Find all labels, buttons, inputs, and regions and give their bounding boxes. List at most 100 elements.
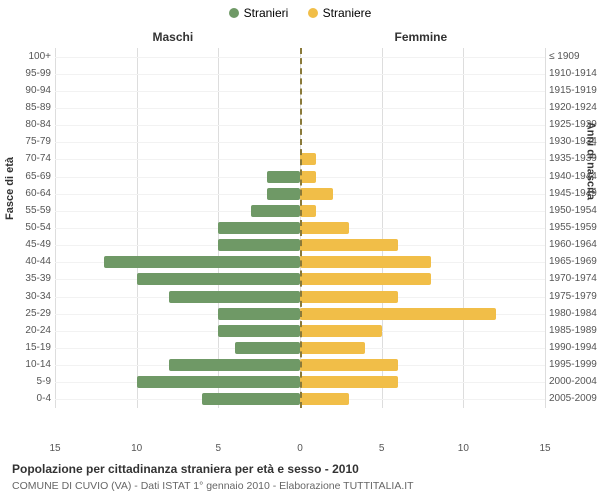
chart-row [55, 134, 300, 151]
column-header-female: Femmine [395, 30, 448, 44]
chart-row [55, 117, 300, 134]
chart-row [300, 219, 545, 236]
center-axis-line [300, 48, 302, 408]
bar-male [218, 325, 300, 337]
y-tick-age: 65-69 [11, 171, 51, 182]
y-tick-birth: 1960-1964 [549, 239, 597, 250]
chart-row [300, 322, 545, 339]
chart-row [55, 48, 300, 65]
y-tick-age: 20-24 [11, 325, 51, 336]
chart-row [300, 65, 545, 82]
bar-male [169, 359, 300, 371]
chart-row [300, 202, 545, 219]
bar-male [137, 376, 300, 388]
population-pyramid-chart: Stranieri Straniere Maschi Femmine Fasce… [0, 0, 600, 500]
y-tick-age: 35-39 [11, 273, 51, 284]
chart-caption: Popolazione per cittadinanza straniera p… [12, 462, 359, 476]
y-tick-age: 75-79 [11, 136, 51, 147]
y-tick-birth: 1925-1929 [549, 119, 597, 130]
chart-row [55, 82, 300, 99]
chart-row [300, 168, 545, 185]
y-tick-birth: 1980-1984 [549, 308, 597, 319]
y-tick-birth: 2000-2004 [549, 376, 597, 387]
chart-row [55, 237, 300, 254]
bar-female [300, 325, 382, 337]
legend-label-female: Straniere [323, 6, 372, 20]
bar-female [300, 273, 431, 285]
y-tick-age: 10-14 [11, 359, 51, 370]
y-tick-birth: ≤ 1909 [549, 51, 580, 62]
chart-row [55, 99, 300, 116]
bar-female [300, 222, 349, 234]
chart-row [300, 117, 545, 134]
chart-row [55, 219, 300, 236]
y-tick-age: 15-19 [11, 342, 51, 353]
chart-row [300, 271, 545, 288]
bar-male [218, 308, 300, 320]
y-tick-birth: 1950-1954 [549, 205, 597, 216]
y-tick-age: 55-59 [11, 205, 51, 216]
chart-row [55, 151, 300, 168]
y-tick-age: 50-54 [11, 222, 51, 233]
x-tick-label: 5 [379, 443, 385, 454]
y-tick-age: 95-99 [11, 68, 51, 79]
bar-male [267, 171, 300, 183]
y-tick-birth: 1975-1979 [549, 291, 597, 302]
chart-row [300, 357, 545, 374]
y-tick-birth: 1965-1969 [549, 256, 597, 267]
x-tick-label: 15 [49, 443, 60, 454]
chart-row [55, 271, 300, 288]
chart-row [300, 339, 545, 356]
y-tick-birth: 1970-1974 [549, 273, 597, 284]
bar-female [300, 359, 398, 371]
bar-male [267, 188, 300, 200]
chart-row [55, 305, 300, 322]
bar-male [218, 222, 300, 234]
chart-row [300, 391, 545, 408]
chart-row [55, 357, 300, 374]
y-tick-age: 30-34 [11, 291, 51, 302]
chart-row [55, 185, 300, 202]
y-tick-birth: 1985-1989 [549, 325, 597, 336]
chart-row [55, 202, 300, 219]
bar-female [300, 239, 398, 251]
gridline [545, 48, 546, 408]
bar-male [218, 239, 300, 251]
bar-female [300, 291, 398, 303]
x-tick-label: 10 [458, 443, 469, 454]
y-tick-age: 100+ [11, 51, 51, 62]
chart-row [300, 99, 545, 116]
bar-female [300, 256, 431, 268]
bar-female [300, 153, 316, 165]
legend-item-female: Straniere [308, 6, 372, 20]
chart-row [300, 237, 545, 254]
bar-female [300, 188, 333, 200]
chart-row [300, 254, 545, 271]
y-tick-age: 85-89 [11, 102, 51, 113]
column-header-male: Maschi [153, 30, 194, 44]
legend-item-male: Stranieri [229, 6, 289, 20]
y-tick-birth: 1920-1924 [549, 102, 597, 113]
bar-male [137, 273, 300, 285]
bar-female [300, 308, 496, 320]
x-tick-label: 5 [216, 443, 222, 454]
y-tick-birth: 1995-1999 [549, 359, 597, 370]
chart-row [55, 65, 300, 82]
legend-dot-female [308, 8, 318, 18]
legend-dot-male [229, 8, 239, 18]
y-tick-age: 90-94 [11, 85, 51, 96]
y-tick-birth: 1940-1944 [549, 171, 597, 182]
y-tick-age: 5-9 [11, 376, 51, 387]
chart-row [55, 168, 300, 185]
y-tick-age: 45-49 [11, 239, 51, 250]
x-tick-label: 15 [539, 443, 550, 454]
y-tick-birth: 1915-1919 [549, 85, 597, 96]
chart-row [300, 151, 545, 168]
chart-row [55, 374, 300, 391]
chart-row [300, 374, 545, 391]
y-tick-birth: 1930-1934 [549, 136, 597, 147]
chart-row [300, 185, 545, 202]
chart-row [300, 305, 545, 322]
chart-row [55, 339, 300, 356]
bar-female [300, 205, 316, 217]
